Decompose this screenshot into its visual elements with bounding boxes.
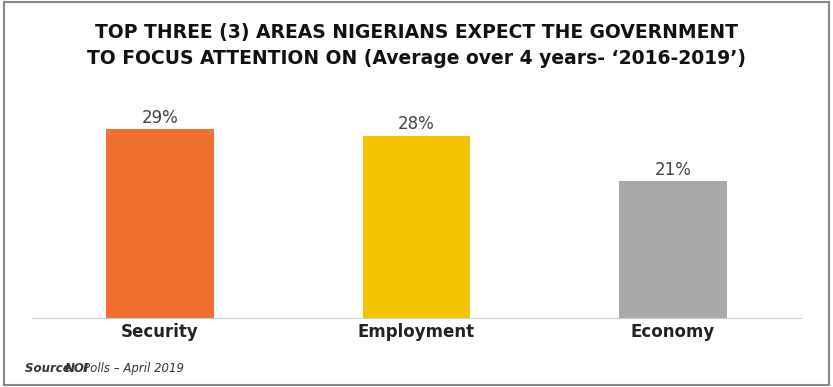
Text: 29%: 29% <box>142 109 178 127</box>
Text: Source:: Source: <box>25 362 80 375</box>
Text: 28%: 28% <box>398 115 435 133</box>
Title: TOP THREE (3) AREAS NIGERIANS EXPECT THE GOVERNMENT
TO FOCUS ATTENTION ON (Avera: TOP THREE (3) AREAS NIGERIANS EXPECT THE… <box>87 23 746 68</box>
Text: NOI: NOI <box>65 362 89 375</box>
Bar <box>362 136 471 318</box>
Bar <box>619 182 727 318</box>
Text: Polls – April 2019: Polls – April 2019 <box>83 362 184 375</box>
Bar <box>106 129 214 318</box>
Text: 21%: 21% <box>655 161 691 179</box>
